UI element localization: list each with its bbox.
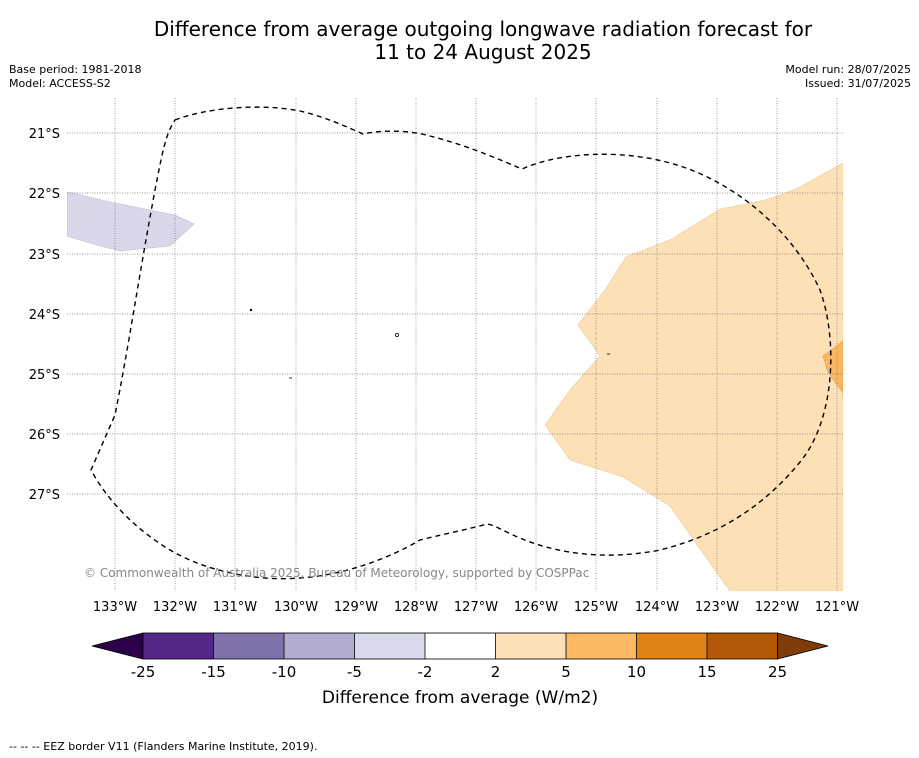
positive-anomaly-region: [544, 162, 843, 591]
lon-label: 121°W: [815, 600, 859, 615]
lat-label: 27°S: [29, 488, 60, 503]
title-line-1: Difference from average outgoing longwav…: [153, 17, 813, 41]
lat-label: 24°S: [29, 308, 60, 323]
eez-footnote: -- -- -- EEZ border V11 (Flanders Marine…: [9, 740, 318, 753]
latitude-labels: 21°S 22°S 23°S 24°S 25°S 26°S 27°S: [29, 127, 60, 503]
colorbar-tick: 15: [697, 663, 716, 681]
title-line-2: 11 to 24 August 2025: [374, 40, 592, 64]
meta-left: Base period: 1981-2018 Model: ACCESS-S2: [9, 63, 141, 91]
colorbar-segment: [495, 633, 566, 659]
colorbar-segment: [213, 633, 284, 659]
eez-border: [90, 106, 832, 580]
colorbar-tick: -15: [201, 663, 226, 681]
lon-label: 133°W: [93, 600, 137, 615]
lon-label: 131°W: [213, 600, 257, 615]
base-period: Base period: 1981-2018: [9, 63, 142, 76]
colorbar-tick: -2: [418, 663, 433, 681]
colorbar-segment: [636, 633, 707, 659]
lon-label: 128°W: [394, 600, 438, 615]
copyright-text: © Commonwealth of Australia 2025, Bureau…: [84, 566, 589, 580]
lon-label: 126°W: [514, 600, 558, 615]
gridlines: [67, 98, 843, 591]
lon-label: 123°W: [695, 600, 739, 615]
lon-label: 132°W: [153, 600, 197, 615]
colorbar: -25 -15 -10 -5 -2 2 5 10 15 25 Differenc…: [91, 632, 829, 708]
positive-anomaly-edge-region: [822, 340, 843, 394]
colorbar-tick: 2: [491, 663, 501, 681]
model-run: Model run: 28/07/2025: [785, 63, 911, 76]
colorbar-tick: -10: [272, 663, 297, 681]
colorbar-high-extend: [777, 632, 829, 660]
colorbar-tick: 10: [627, 663, 646, 681]
colorbar-tick: -25: [131, 663, 156, 681]
colorbar-segment: [284, 633, 355, 659]
negative-anomaly-region: [67, 191, 195, 252]
meta-right: Model run: 28/07/2025 Issued: 31/07/2025: [785, 63, 911, 91]
colorbar-segment: [566, 633, 637, 659]
longitude-labels: 133°W 132°W 131°W 130°W 129°W 128°W 127°…: [93, 600, 859, 615]
lon-label: 124°W: [635, 600, 679, 615]
lat-label: 23°S: [29, 248, 60, 263]
lon-label: 130°W: [274, 600, 318, 615]
colorbar-tick: -5: [347, 663, 362, 681]
issued-date: Issued: 31/07/2025: [804, 77, 911, 90]
colorbar-segment: [425, 633, 496, 659]
chart-title: Difference from average outgoing longwav…: [0, 18, 919, 64]
colorbar-tick: 25: [768, 663, 787, 681]
lon-label: 125°W: [574, 600, 618, 615]
colorbar-segment: [707, 633, 778, 659]
colorbar-segment: [354, 633, 425, 659]
colorbar-tick: 5: [561, 663, 571, 681]
lat-label: 22°S: [29, 187, 60, 202]
islands: [249, 308, 610, 379]
colorbar-low-extend: [91, 632, 144, 660]
lat-label: 25°S: [29, 368, 60, 383]
lon-label: 122°W: [755, 600, 799, 615]
model-name: Model: ACCESS-S2: [9, 77, 111, 90]
lat-label: 21°S: [29, 127, 60, 142]
lon-label: 129°W: [334, 600, 378, 615]
lon-label: 127°W: [454, 600, 498, 615]
colorbar-segment: [143, 633, 214, 659]
colorbar-label: Difference from average (W/m2): [322, 688, 598, 708]
lat-label: 26°S: [29, 428, 60, 443]
